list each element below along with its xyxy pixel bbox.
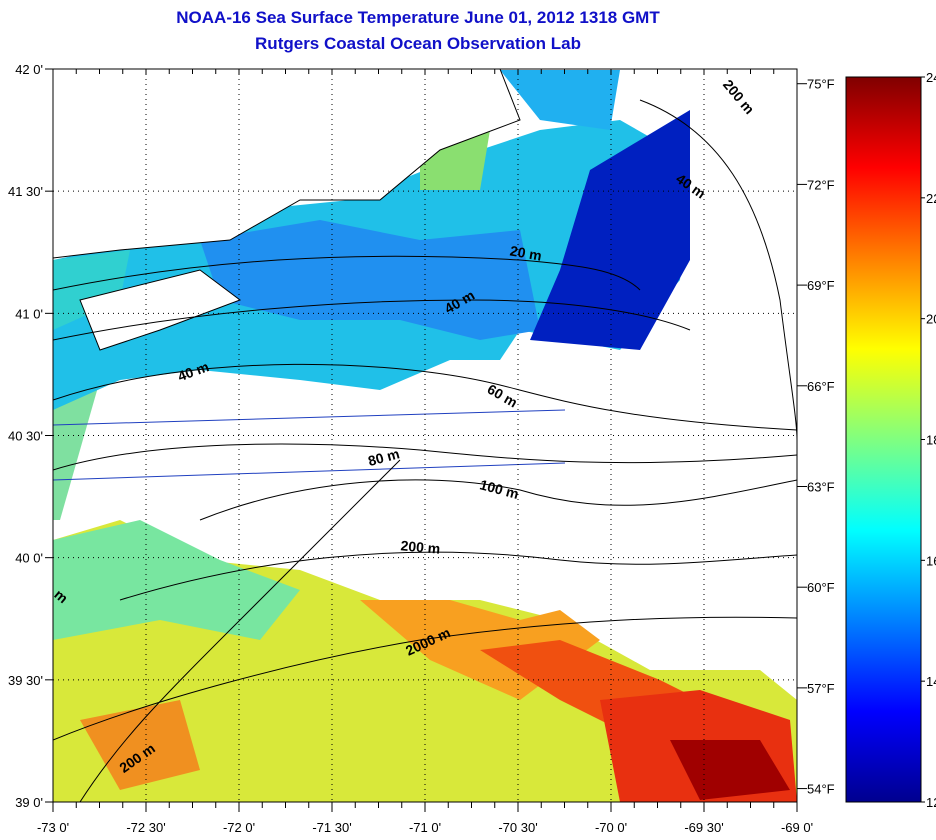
lat-tick-label: 40 30': [8, 429, 43, 444]
fahrenheit-tick-label: 54°F: [807, 782, 835, 797]
colorbar: [845, 76, 922, 803]
bathymetry-contours: [53, 99, 797, 802]
fahrenheit-tick-label: 60°F: [807, 580, 835, 595]
lat-tick-label: 40 0': [15, 551, 43, 566]
fahrenheit-tick-label: 66°F: [807, 379, 835, 394]
contour-label: 80 m: [366, 445, 401, 469]
map-subtitle: Rutgers Coastal Ocean Observation Lab: [255, 34, 581, 53]
lon-tick-label: -70 0': [595, 820, 627, 835]
fahrenheit-tick-label: 72°F: [807, 177, 835, 192]
lat-tick-label: 41 0': [15, 306, 43, 321]
lon-tick-label: -69 0': [781, 820, 813, 835]
celsius-tick-label: 24°C: [926, 70, 936, 85]
lon-tick-label: -72 30': [126, 820, 165, 835]
lon-tick-label: -69 30': [684, 820, 723, 835]
fahrenheit-tick-label: 57°F: [807, 681, 835, 696]
lat-tick-label: 42 0': [15, 62, 43, 77]
lon-tick-label: -73 0': [37, 820, 69, 835]
celsius-tick-label: 20°C: [926, 312, 936, 327]
contour-label: 20 m: [509, 242, 543, 263]
celsius-tick-label: 18°C: [926, 433, 936, 448]
celsius-tick-label: 22°C: [926, 191, 936, 206]
celsius-tick-label: 16°C: [926, 553, 936, 568]
fahrenheit-tick-label: 69°F: [807, 278, 835, 293]
lat-tick-label: 39 0': [15, 795, 43, 810]
map-title: NOAA-16 Sea Surface Temperature June 01,…: [176, 8, 660, 27]
lat-tick-label: 39 30': [8, 673, 43, 688]
contour-label: 200 m: [400, 537, 441, 556]
lon-tick-label: -72 0': [223, 820, 255, 835]
lat-tick-label: 41 30': [8, 184, 43, 199]
celsius-tick-label: 14°C: [926, 674, 936, 689]
graticule: [53, 69, 797, 802]
fahrenheit-tick-label: 63°F: [807, 479, 835, 494]
fahrenheit-tick-label: 75°F: [807, 77, 835, 92]
celsius-tick-label: 12°C: [926, 795, 936, 810]
lon-tick-label: -71 30': [312, 820, 351, 835]
lon-tick-label: -71 0': [409, 820, 441, 835]
lon-tick-label: -70 30': [498, 820, 537, 835]
axis-ticks: 42 0' 41 30' 41 0' 40 30' 40 0' 39 30' 39 0' -7…: [8, 62, 936, 835]
